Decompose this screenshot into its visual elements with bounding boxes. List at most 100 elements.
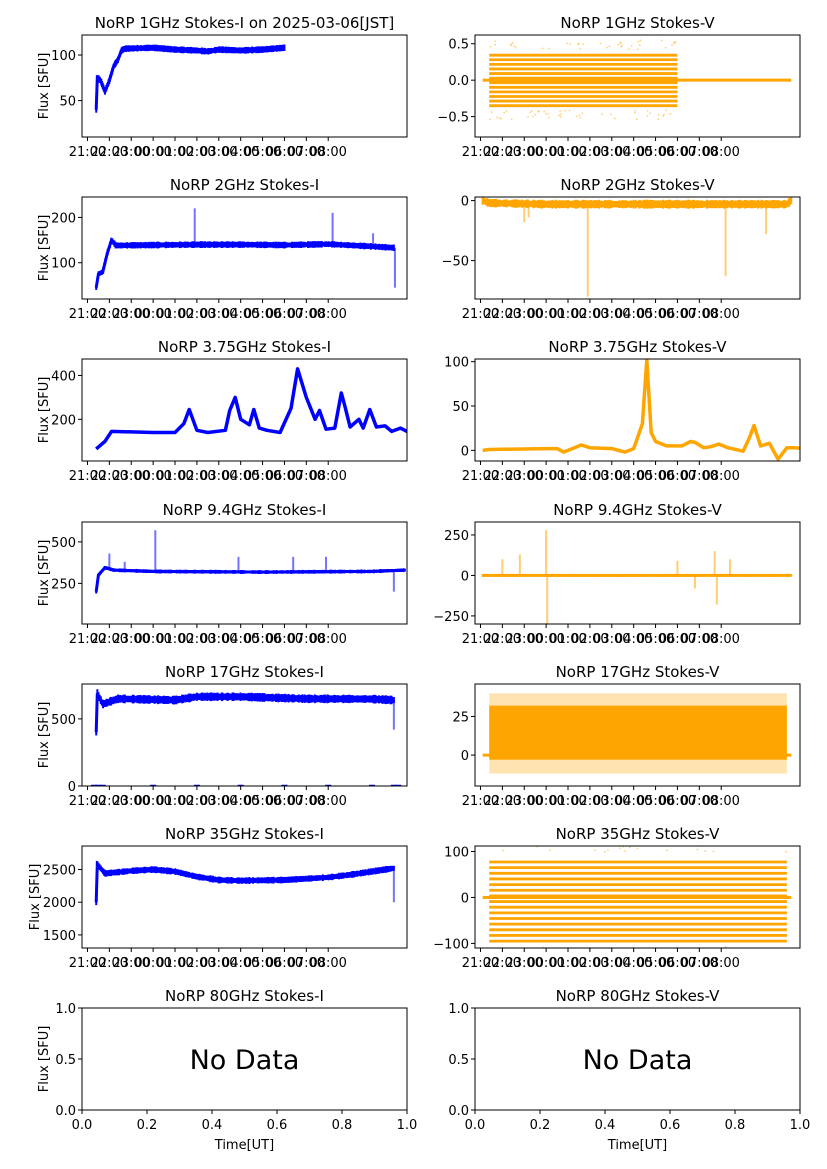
x-tick-label: 06:00 — [266, 469, 303, 484]
x-tick-label: 21:00 — [462, 794, 499, 809]
y-tick-label: 0.5 — [55, 1053, 76, 1068]
series-line — [95, 367, 407, 451]
x-tick-label: 04:00 — [615, 632, 652, 647]
x-tick-label: 21:00 — [69, 794, 106, 809]
x-tick-label: 07:00 — [681, 469, 718, 484]
y-axis-label: Flux [SFU] — [28, 864, 43, 931]
y-tick-label: 100 — [444, 356, 469, 371]
outlier-point — [537, 110, 540, 112]
y-tick-label: 250 — [444, 529, 469, 544]
x-tick-label: 01:00 — [549, 307, 586, 322]
x-tick-label: 06:00 — [266, 794, 303, 809]
axes-frame — [474, 358, 801, 462]
axes-frame — [81, 358, 408, 462]
x-tick-label: 0.0 — [72, 1118, 93, 1133]
y-tick-label: 2500 — [43, 864, 76, 879]
x-tick-label: 01:00 — [156, 469, 193, 484]
x-tick-label: 01:00 — [156, 794, 193, 809]
panel-title: NoRP 3.75GHz Stokes-I — [158, 338, 331, 356]
outlier-point — [502, 849, 504, 852]
outlier-point — [510, 118, 513, 121]
x-tick-label: 04:00 — [222, 794, 259, 809]
plot-area — [481, 530, 793, 624]
x-tick-label: 01:00 — [549, 632, 586, 647]
y-tick-label: 2000 — [43, 896, 76, 911]
outlier-point — [610, 113, 613, 116]
x-tick-label: 02:00 — [178, 145, 215, 160]
x-tick-label: 06:00 — [266, 145, 303, 160]
x-tick-label: 21:00 — [69, 956, 106, 971]
x-tick-label: 02:00 — [571, 307, 608, 322]
y-tick-label: 100 — [444, 846, 469, 861]
x-tick-label: 00:00 — [527, 145, 564, 160]
panel-title: NoRP 3.75GHz Stokes-V — [548, 338, 727, 356]
y-tick-label: 0.5 — [448, 1053, 469, 1068]
x-tick-label: 01:00 — [156, 632, 193, 647]
x-tick-label: 23:00 — [506, 794, 543, 809]
outlier-point — [671, 44, 673, 46]
x-tick-label: 0.4 — [202, 1118, 223, 1133]
axes-frame — [474, 196, 801, 300]
plot-area — [482, 840, 792, 955]
y-axis-label: Flux [SFU] — [37, 1026, 52, 1093]
axes-frame — [81, 196, 408, 300]
axes-frame — [474, 34, 801, 138]
x-tick-label: 22:00 — [91, 956, 128, 971]
x-tick-label: 06:00 — [266, 632, 303, 647]
outlier-point — [673, 953, 675, 955]
outlier-point — [627, 48, 630, 50]
outlier-point — [633, 111, 636, 114]
x-tick-label: 21:00 — [462, 307, 499, 322]
panel-title: NoRP 35GHz Stokes-V — [556, 825, 721, 843]
x-tick-label: 04:00 — [615, 307, 652, 322]
x-tick-label: 03:00 — [593, 956, 630, 971]
x-tick-label: 22:00 — [484, 469, 521, 484]
outlier-point — [620, 44, 623, 47]
x-tick-label: 00:00 — [527, 469, 564, 484]
x-tick-label: 21:00 — [69, 469, 106, 484]
outlier-point — [771, 840, 773, 842]
outlier-point — [529, 111, 531, 114]
outlier-point — [533, 841, 535, 843]
outlier-point — [674, 41, 677, 43]
outlier-point — [594, 849, 597, 852]
x-tick-label: 21:00 — [69, 632, 106, 647]
x-tick-label: 02:00 — [571, 469, 608, 484]
panel-2v: NoRP 2GHz Stokes-V −50 0 21:0022:0023:0000:… — [442, 176, 801, 322]
series-line — [94, 565, 405, 592]
plot-area — [482, 359, 800, 461]
y-tick-label: −50 — [442, 255, 469, 270]
outlier-point — [714, 952, 716, 954]
outlier-point — [662, 115, 665, 117]
outlier-point — [490, 111, 493, 113]
x-tick-label: 21:00 — [462, 145, 499, 160]
panel-title: NoRP 17GHz Stokes-V — [556, 663, 721, 681]
plot-area — [94, 530, 406, 594]
outlier-point — [785, 850, 788, 853]
x-tick-label: 05:00 — [244, 307, 281, 322]
x-tick-label: 07:00 — [288, 794, 325, 809]
plot-area — [94, 860, 395, 906]
x-tick-label: 06:00 — [659, 307, 696, 322]
panel-title: NoRP 1GHz Stokes-I on 2025-03-06[JST] — [95, 14, 395, 32]
x-tick-label: 06:00 — [659, 632, 696, 647]
outlier-point — [636, 48, 639, 51]
outlier-point — [665, 109, 668, 112]
plot-area — [482, 693, 792, 774]
y-tick-label: −100 — [433, 937, 469, 952]
x-tick-label: 03:00 — [200, 632, 237, 647]
x-tick-label: 08:00 — [702, 632, 739, 647]
outlier-point — [551, 953, 553, 955]
outlier-point — [750, 951, 752, 953]
x-tick-label: 07:00 — [681, 956, 718, 971]
y-tick-label: 500 — [51, 713, 76, 728]
x-tick-label: 05:00 — [244, 632, 281, 647]
x-tick-label: 00:00 — [527, 956, 564, 971]
x-tick-label: 06:00 — [659, 956, 696, 971]
x-tick-label: 0.8 — [332, 1118, 353, 1133]
series-line — [94, 236, 394, 288]
outlier-point — [619, 847, 621, 850]
x-tick-label: 0.2 — [530, 1118, 551, 1133]
outlier-point — [601, 113, 604, 116]
plot-area — [481, 197, 793, 297]
